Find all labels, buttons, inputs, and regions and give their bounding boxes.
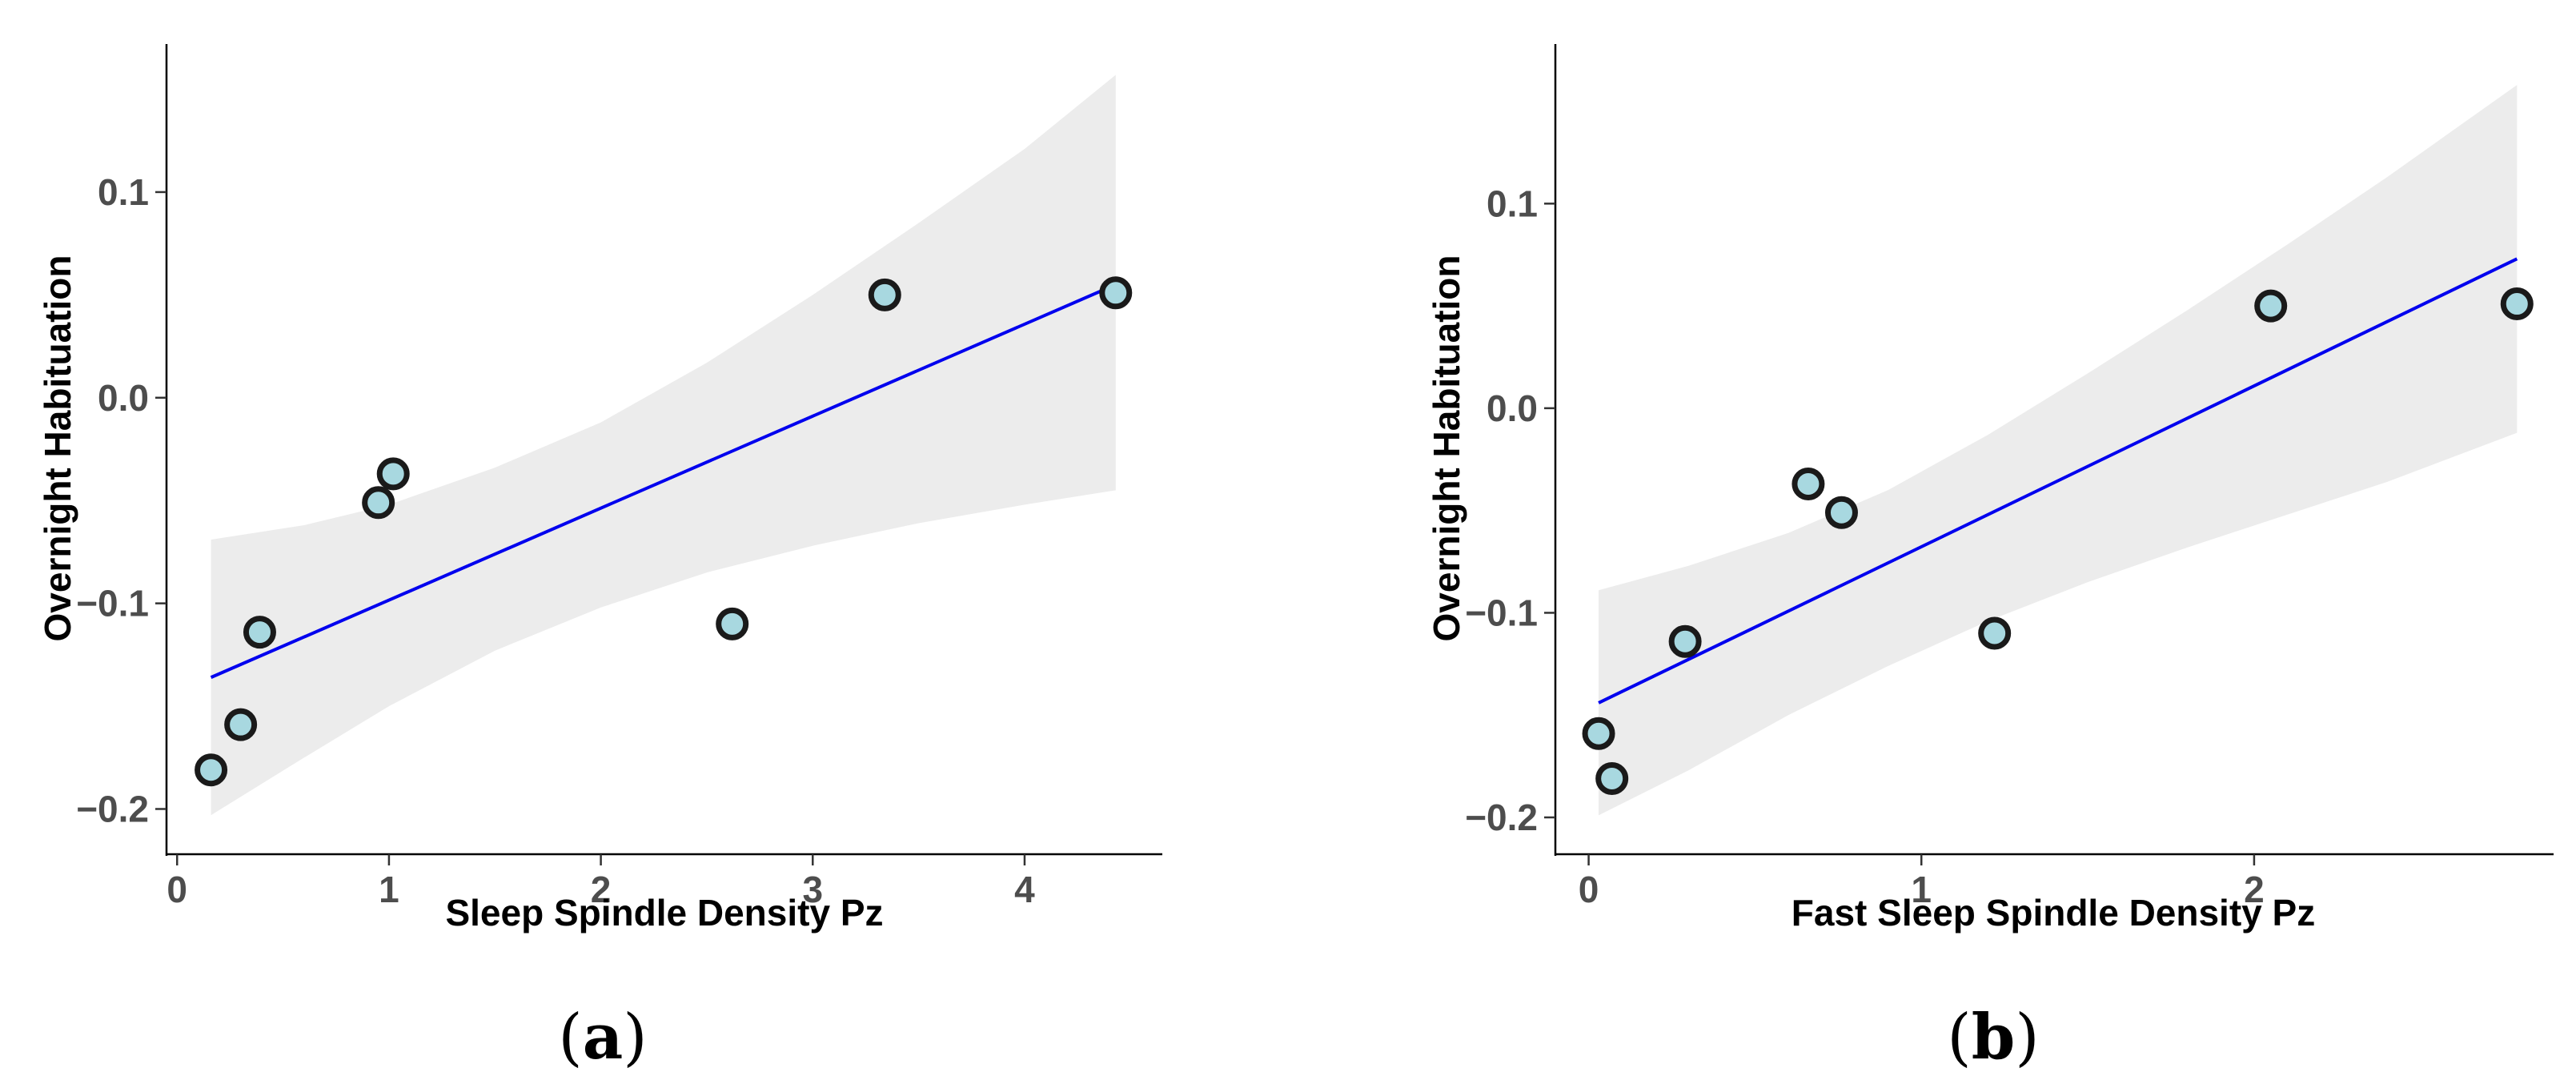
axes-layer: −0.2 −0.1 0.0 0.1 0 1 2 (1465, 44, 2554, 910)
panel-letter-b: b (1972, 1001, 2016, 1074)
panel-label-b: (b) (1947, 1001, 2039, 1074)
data-point (224, 708, 258, 741)
data-point (1978, 616, 2012, 650)
panel-b: −0.2 −0.1 0.0 0.1 0 1 2 Fast Sleep Spindle Den… (1426, 44, 2554, 1074)
data-point (1824, 496, 1858, 529)
x-tick-label: 2 (2244, 869, 2265, 910)
data-point (376, 457, 410, 491)
x-tick-label: 0 (1579, 869, 1599, 910)
y-tick-label: 0.0 (98, 377, 149, 419)
confidence-band-layer (1599, 85, 2518, 816)
panel-label-a: (a) (558, 1001, 647, 1074)
data-point (2254, 289, 2288, 323)
data-point (2500, 287, 2534, 321)
x-axis-title: Fast Sleep Spindle Density Pz (1792, 892, 2315, 933)
data-point (362, 486, 395, 520)
x-tick-label: 2 (591, 869, 612, 910)
y-axis-title: Overnight Habituation (37, 255, 78, 642)
y-tick-label: 0.1 (98, 171, 149, 213)
data-point (1595, 761, 1629, 795)
fit-line-layer (210, 283, 1117, 679)
regression-line (1598, 257, 2518, 705)
x-tick-label: 3 (802, 869, 823, 910)
points-layer (195, 276, 1133, 787)
y-tick-label: −0.1 (76, 583, 149, 624)
data-point (1792, 467, 1825, 500)
x-tick-label: 0 (167, 869, 187, 910)
x-tick-label: 4 (1014, 869, 1035, 910)
confidence-band (211, 74, 1116, 816)
axes-layer: −0.2 −0.1 0.0 0.1 0 1 2 3 4 (76, 44, 1162, 910)
data-point (1582, 717, 1615, 750)
data-point (243, 616, 276, 649)
points-layer (1582, 287, 2534, 795)
regression-line (210, 283, 1117, 679)
data-point (716, 607, 749, 640)
y-axis-title: Overnight Habituation (1426, 255, 1467, 642)
confidence-band-layer (211, 74, 1116, 816)
y-tick-label: −0.2 (76, 788, 149, 829)
x-tick-label: 1 (379, 869, 399, 910)
panel-letter-a: a (583, 1001, 624, 1074)
x-axis-title: Sleep Spindle Density Pz (445, 892, 883, 933)
panel-a: −0.2 −0.1 0.0 0.1 0 1 2 3 4 Sleep Spindle Densit… (37, 44, 1162, 1074)
y-tick-label: 0.1 (1487, 183, 1538, 224)
data-point (868, 278, 901, 311)
y-tick-label: −0.2 (1465, 797, 1538, 838)
y-tick-label: 0.0 (1487, 387, 1538, 429)
data-point (195, 753, 228, 787)
data-point (1099, 276, 1133, 310)
data-point (1668, 624, 1702, 658)
fit-line-layer (1598, 257, 2518, 705)
x-tick-label: 1 (1911, 869, 1932, 910)
y-tick-label: −0.1 (1465, 592, 1538, 633)
confidence-band (1599, 85, 2518, 816)
